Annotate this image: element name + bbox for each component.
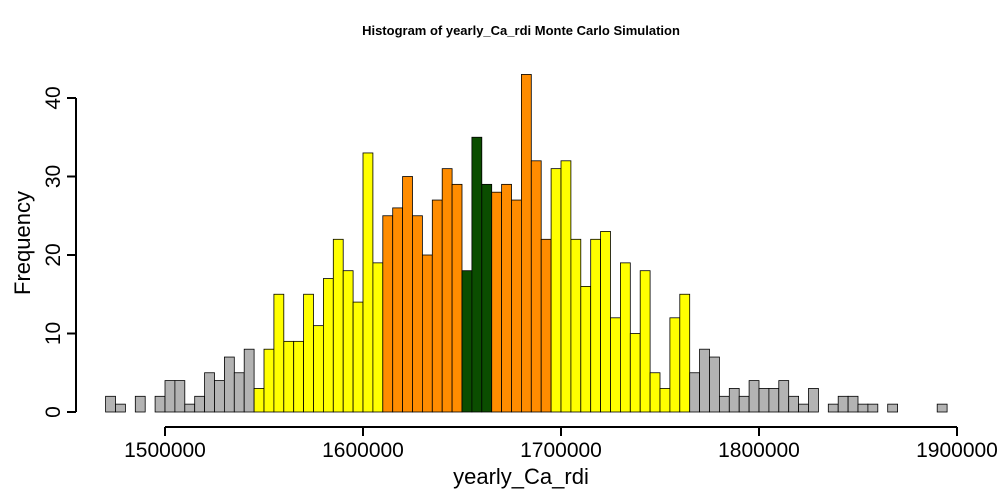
histogram-bar [709, 356, 720, 413]
histogram-bar [827, 403, 839, 413]
histogram-bar [501, 183, 512, 413]
histogram-bar [540, 238, 552, 413]
y-tick-label: 30 [42, 165, 65, 188]
histogram-bar [699, 348, 710, 413]
histogram-bar [778, 380, 790, 413]
histogram-bar [629, 333, 641, 413]
histogram-bar [392, 207, 404, 413]
histogram-bar [649, 372, 661, 413]
histogram-bar [639, 270, 651, 413]
histogram-bar [382, 215, 394, 413]
histogram-bar [511, 199, 522, 413]
histogram-bar [372, 262, 384, 413]
histogram-bar [669, 317, 681, 413]
histogram-bar [936, 403, 948, 413]
histogram-bar [550, 168, 562, 413]
histogram-bar [560, 160, 572, 413]
histogram-bar [402, 176, 413, 413]
histogram-bar [362, 152, 374, 413]
histogram-bar [154, 395, 166, 413]
x-tick-label: 1800000 [718, 439, 800, 462]
histogram-bar [115, 403, 126, 413]
histogram-bar [214, 380, 225, 413]
histogram-bar [253, 388, 265, 413]
histogram-bar [223, 356, 235, 413]
x-axis-label: yearly_Ca_rdi [453, 464, 589, 489]
histogram-bar [521, 74, 532, 413]
histogram-bar [491, 191, 503, 413]
histogram-bar [590, 238, 602, 413]
histogram-bar [748, 380, 760, 413]
x-axis: 1500000 1600000 1700000 1800000 1900000 [124, 426, 998, 462]
histogram-bar [530, 160, 542, 413]
histogram-bar [788, 395, 800, 413]
histogram-bar [332, 238, 344, 413]
histogram-bar [105, 395, 116, 413]
histogram-bar [243, 348, 255, 413]
x-tick-label: 1500000 [124, 439, 206, 462]
histogram-bar [204, 372, 215, 413]
histogram-bar [412, 215, 423, 413]
y-tick-label: 0 [42, 406, 65, 418]
histogram-bar [194, 395, 205, 413]
y-axis-label: Frequency [10, 191, 35, 295]
histogram-bar [233, 372, 245, 413]
histogram-bar [461, 270, 473, 413]
bars-group [105, 74, 948, 413]
histogram-bar [728, 388, 740, 413]
y-tick-label: 40 [42, 86, 65, 109]
histogram-bar [758, 388, 770, 413]
histogram-bar [600, 231, 611, 413]
histogram-bar [808, 388, 819, 413]
histogram-bar [620, 262, 631, 413]
histogram-bar [342, 270, 354, 413]
histogram-bar [679, 293, 691, 413]
histogram-bar [580, 285, 592, 413]
x-tick-label: 1600000 [322, 439, 404, 462]
histogram-bar [481, 183, 493, 413]
x-tick-label: 1700000 [520, 439, 602, 462]
histogram-bar [421, 254, 433, 413]
chart-title: Histogram of yearly_Ca_rdi Monte Carlo S… [362, 23, 680, 38]
histogram-bar [837, 395, 849, 413]
histogram-bar [887, 403, 899, 413]
histogram-bar [659, 388, 671, 413]
histogram-bar [441, 168, 453, 413]
histogram-bar [768, 388, 780, 413]
histogram-bar [322, 278, 334, 413]
histogram-bar [610, 317, 621, 413]
histogram-bar [471, 136, 483, 413]
histogram-bar [174, 380, 186, 413]
histogram-bar [184, 403, 196, 413]
histogram-bar [798, 403, 809, 413]
histogram-bar [719, 395, 730, 413]
histogram-bar [352, 301, 364, 413]
histogram-bar [451, 183, 463, 413]
histogram-bar [431, 199, 443, 413]
histogram-bar [134, 395, 146, 413]
histogram-bar [689, 372, 701, 413]
y-tick-label: 10 [42, 322, 65, 345]
y-tick-label: 20 [42, 243, 65, 266]
histogram-bar [867, 403, 879, 413]
histogram-bar [164, 380, 176, 413]
histogram-bar [857, 403, 869, 413]
histogram-bar [738, 395, 750, 413]
histogram-bar [847, 395, 859, 413]
histogram-bar [273, 293, 285, 413]
histogram-bar [283, 340, 295, 413]
histogram-bar [303, 293, 314, 413]
histogram-bar [293, 340, 305, 413]
histogram-bar [570, 238, 582, 413]
x-tick-label: 1900000 [916, 439, 998, 462]
histogram-bar [263, 348, 275, 413]
y-axis: 0 10 20 30 40 [42, 86, 77, 418]
histogram-bar [313, 325, 324, 413]
